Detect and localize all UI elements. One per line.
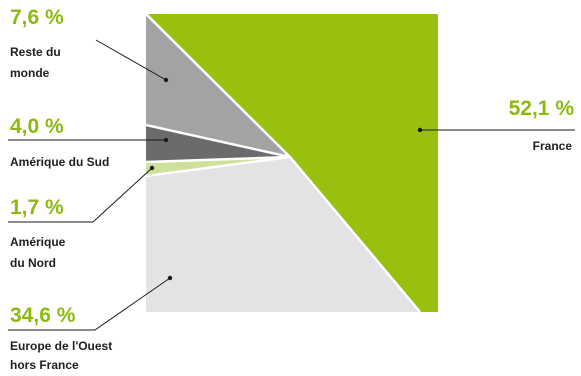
- dot-amerique-nord: [149, 165, 155, 171]
- dot-europe-ouest: [167, 275, 173, 281]
- slice-europe-ouest: [146, 157, 420, 312]
- pct-label-france: 52,1 %: [509, 97, 575, 120]
- leader-lines: [8, 39, 575, 331]
- name-label-france: France: [533, 139, 573, 153]
- slice-separators: [145, 13, 421, 313]
- name-label-europe-ouest-2: hors France: [10, 358, 79, 372]
- pct-label-amerique-sud: 4,0 %: [10, 115, 64, 138]
- name-label-europe-ouest-1: Europe de l'Ouest: [10, 339, 112, 353]
- leader-dots: [149, 77, 423, 281]
- name-label-reste-monde-2: monde: [10, 66, 50, 80]
- pct-label-europe-ouest: 34,6 %: [10, 304, 76, 327]
- dot-amerique-sud: [163, 137, 169, 143]
- pct-label-amerique-nord: 1,7 %: [10, 196, 64, 219]
- name-label-amerique-nord-2: du Nord: [10, 256, 56, 270]
- leader-europe-ouest: [8, 277, 171, 331]
- name-label-amerique-nord-1: Amérique: [10, 235, 66, 249]
- name-label-amerique-sud: Amérique du Sud: [10, 155, 109, 169]
- leader-reste-monde: [95, 39, 167, 81]
- slice-france: [146, 14, 438, 312]
- leader-amerique-nord: [8, 167, 153, 223]
- pct-label-reste-monde: 7,6 %: [10, 6, 64, 29]
- dot-france: [417, 127, 423, 133]
- name-label-reste-monde-1: Reste du: [10, 45, 61, 59]
- dot-reste-monde: [163, 77, 169, 83]
